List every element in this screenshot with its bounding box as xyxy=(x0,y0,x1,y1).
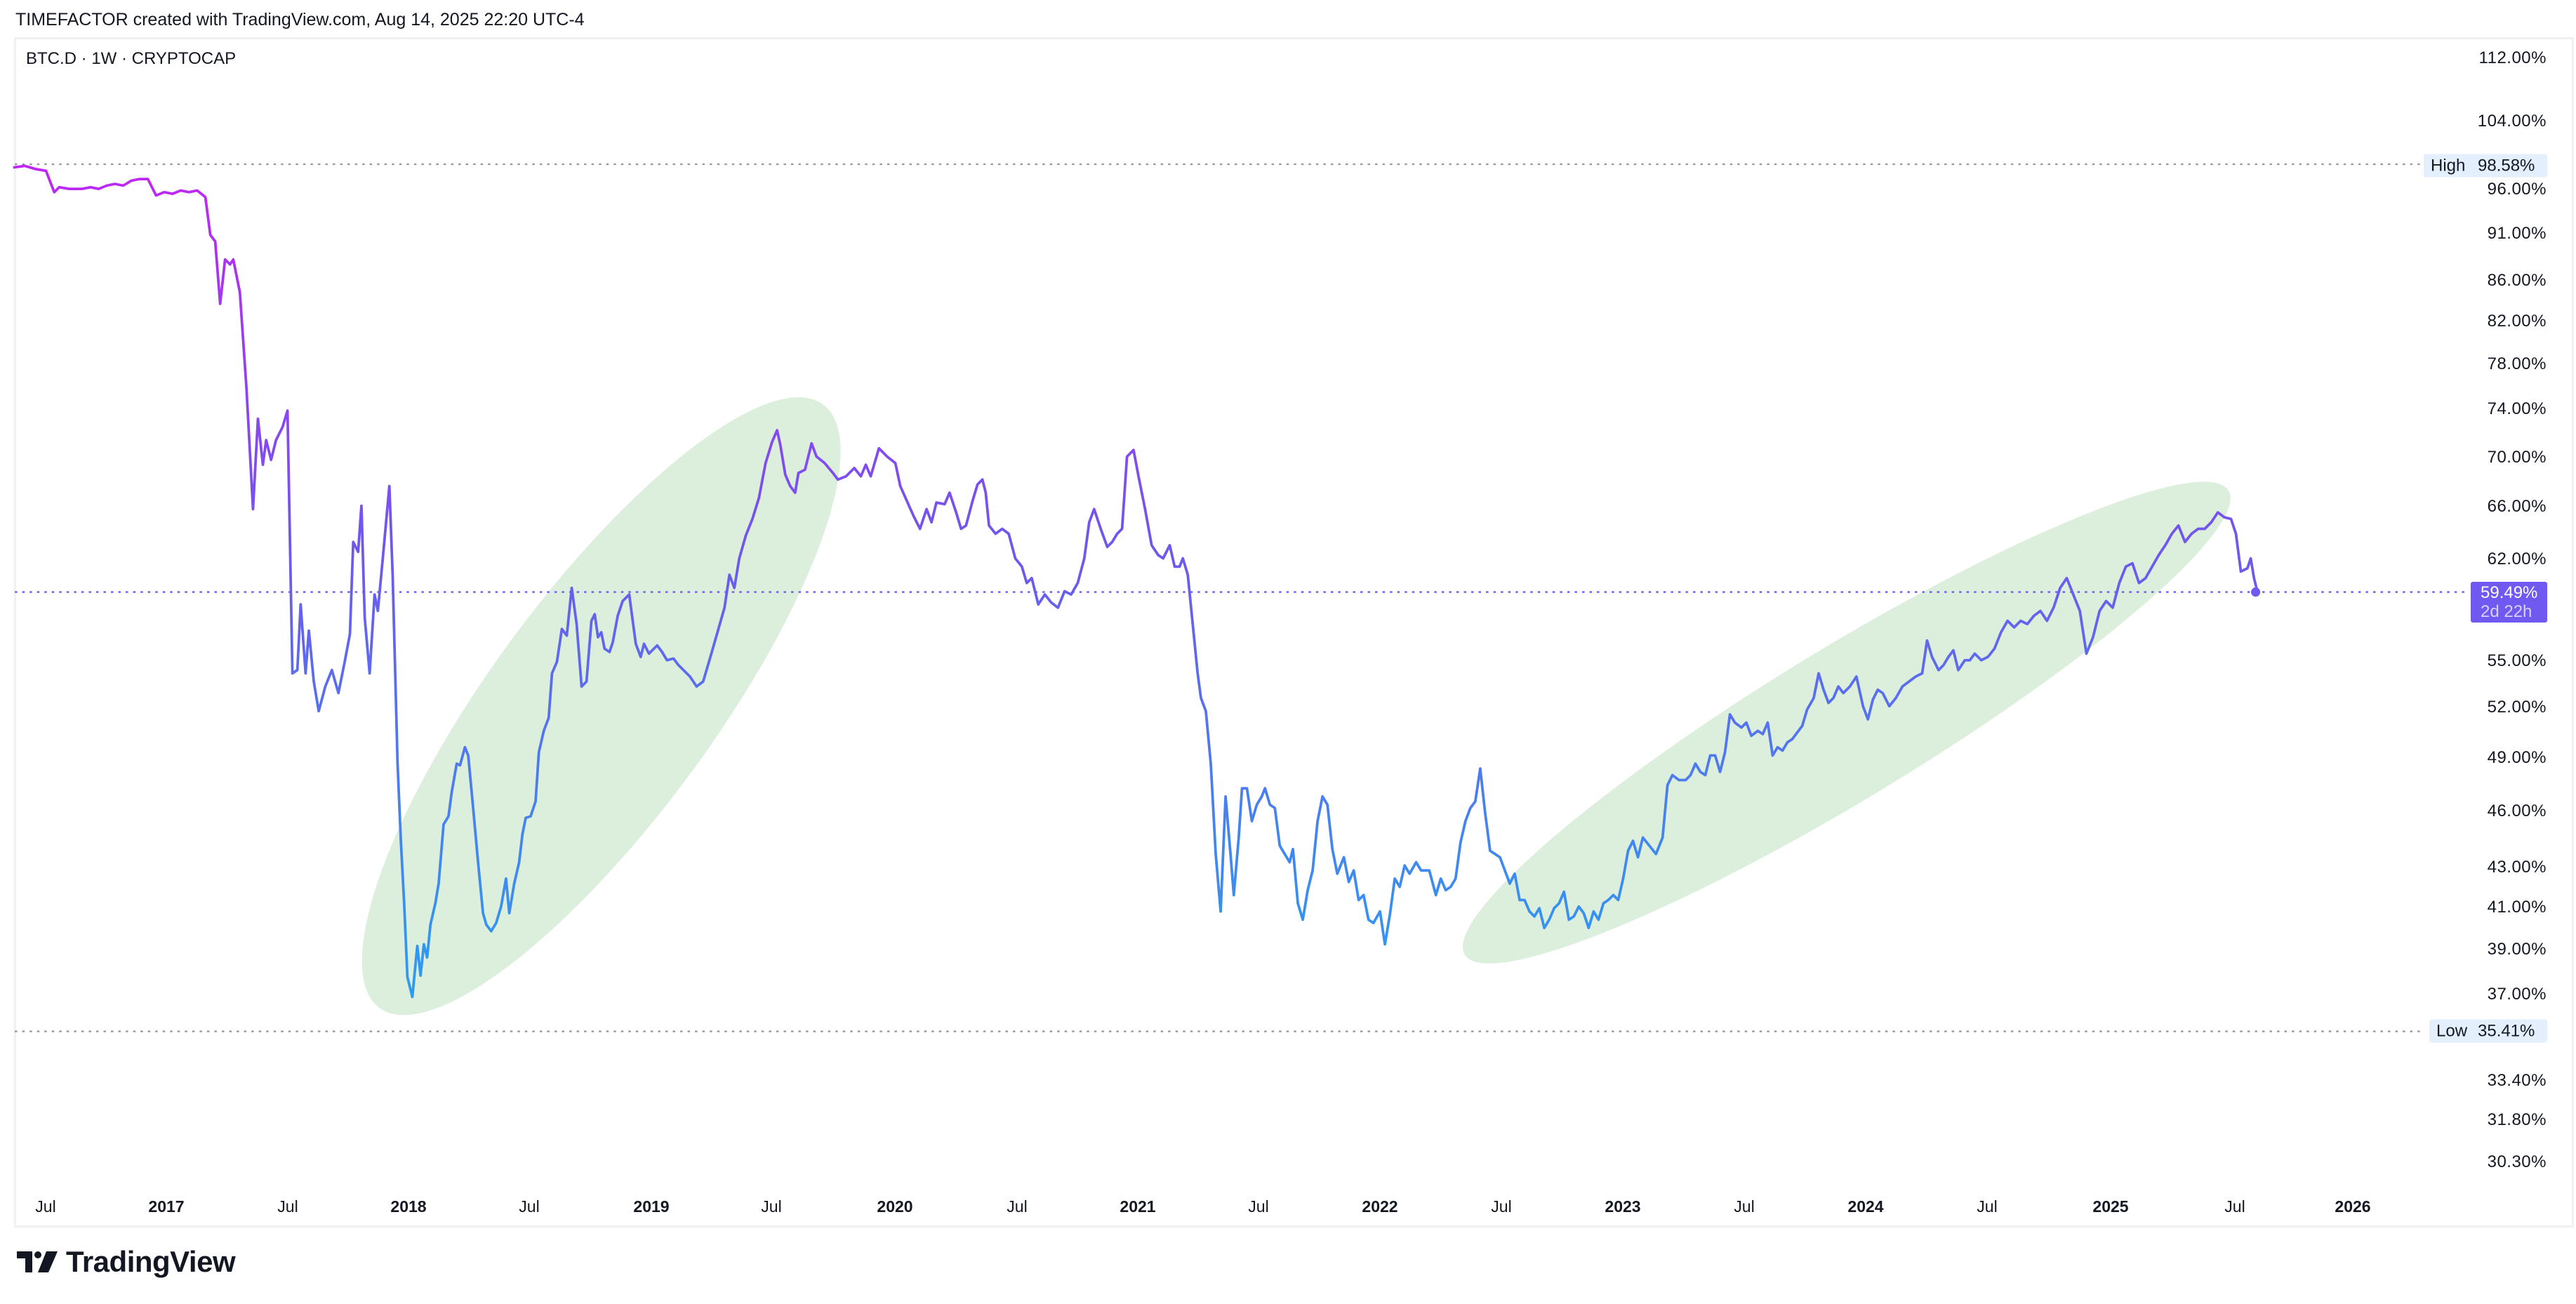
btc-dominance-line xyxy=(13,164,2259,999)
x-tick: Jul xyxy=(1248,1197,1269,1216)
y-tick: 74.00% xyxy=(2487,399,2547,418)
x-tick: 2021 xyxy=(1120,1197,1156,1216)
x-tick: 2023 xyxy=(1605,1197,1641,1216)
x-tick: Jul xyxy=(35,1197,56,1216)
last-price-tag: 59.49% 2d 22h xyxy=(2471,582,2547,623)
x-tick: Jul xyxy=(519,1197,540,1216)
y-tick: 70.00% xyxy=(2487,448,2547,467)
y-tick: 86.00% xyxy=(2487,271,2547,290)
y-tick: 112.00% xyxy=(2478,48,2547,67)
chart-pane[interactable] xyxy=(14,37,2574,1228)
x-tick: 2019 xyxy=(633,1197,670,1216)
x-tick: Jul xyxy=(1491,1197,1512,1216)
high-label: High xyxy=(2424,154,2473,178)
y-tick: 39.00% xyxy=(2487,940,2547,959)
last-price-value: 59.49% xyxy=(2481,583,2538,602)
y-tick: 43.00% xyxy=(2487,858,2547,877)
y-tick: 55.00% xyxy=(2487,651,2547,670)
y-tick: 82.00% xyxy=(2487,312,2547,331)
y-tick: 33.40% xyxy=(2487,1071,2547,1090)
x-tick: 2022 xyxy=(1362,1197,1398,1216)
y-tick: 30.30% xyxy=(2487,1152,2547,1171)
y-tick: 62.00% xyxy=(2487,550,2547,568)
y-tick: 37.00% xyxy=(2487,985,2547,1004)
x-tick: 2020 xyxy=(877,1197,913,1216)
y-tick: 41.00% xyxy=(2487,898,2547,917)
highlight-ellipse-2018-2019 xyxy=(361,397,841,1016)
y-tick: 31.80% xyxy=(2487,1110,2547,1129)
last-price-dot xyxy=(2251,587,2261,597)
y-tick: 91.00% xyxy=(2487,224,2547,243)
low-value: 35.41% xyxy=(2471,1019,2547,1043)
x-tick: Jul xyxy=(761,1197,782,1216)
x-tick: 2018 xyxy=(390,1197,427,1216)
highlight-ellipse-2022-2025 xyxy=(1462,481,2231,964)
x-tick: 2017 xyxy=(148,1197,185,1216)
x-tick: Jul xyxy=(277,1197,298,1216)
bar-countdown: 2d 22h xyxy=(2481,602,2532,621)
x-tick: Jul xyxy=(1007,1197,1028,1216)
x-tick: 2025 xyxy=(2092,1197,2129,1216)
high-value: 98.58% xyxy=(2471,154,2547,178)
y-tick: 66.00% xyxy=(2487,497,2547,516)
x-tick: Jul xyxy=(1734,1197,1755,1216)
tradingview-logo-icon xyxy=(17,1251,58,1272)
tradingview-logo-text: TradingView xyxy=(66,1245,236,1278)
symbol-label: BTC.D · 1W · CRYPTOCAP xyxy=(26,49,237,68)
chart-caption: TIMEFACTOR created with TradingView.com,… xyxy=(15,10,585,29)
x-tick: 2026 xyxy=(2335,1197,2371,1216)
tradingview-logo[interactable]: TradingView xyxy=(17,1245,236,1278)
y-tick: 49.00% xyxy=(2487,748,2547,767)
y-tick: 78.00% xyxy=(2487,354,2547,373)
x-tick: Jul xyxy=(2224,1197,2245,1216)
y-tick: 96.00% xyxy=(2487,180,2547,199)
y-tick: 104.00% xyxy=(2477,112,2547,131)
x-tick: 2024 xyxy=(1847,1197,1884,1216)
y-tick: 46.00% xyxy=(2487,801,2547,820)
y-tick: 52.00% xyxy=(2487,698,2547,717)
x-tick: Jul xyxy=(1977,1197,1998,1216)
low-label: Low xyxy=(2429,1019,2475,1043)
